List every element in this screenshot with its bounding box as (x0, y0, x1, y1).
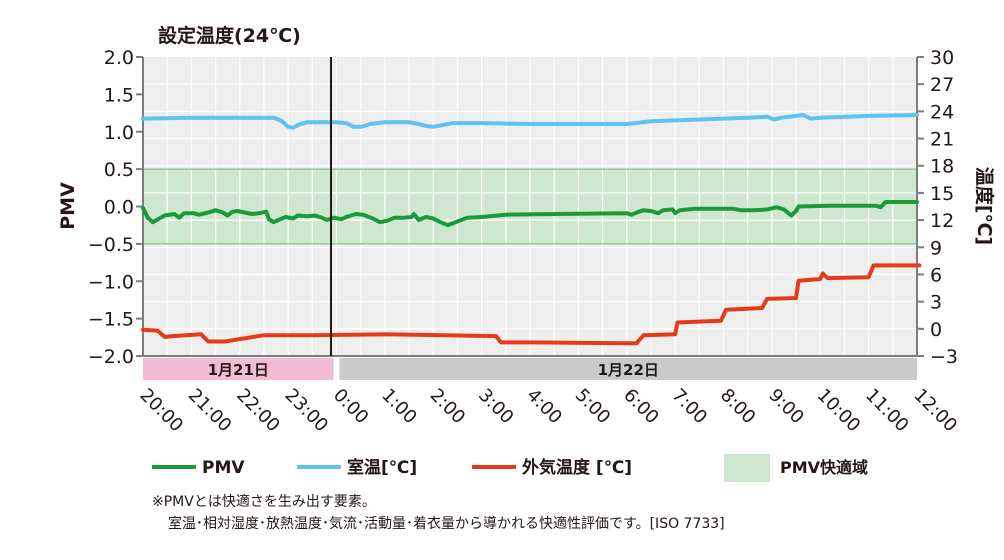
x-tick-label: 12:00 (909, 385, 961, 437)
series-layer (141, 113, 922, 346)
x-tick-label: 5:00 (571, 385, 614, 428)
legend-label-outdoor-temp: 外気温度 [℃] (522, 457, 632, 478)
x-tick-label: 9:00 (764, 385, 807, 428)
setpoint-annotation: 設定温度(24℃) (158, 24, 301, 47)
legend-label-room-temp: 室温[℃] (347, 457, 417, 478)
date-band-label: 1月22日 (598, 361, 659, 379)
right-tick-label: 27 (930, 74, 954, 96)
left-tick-label: −2.0 (88, 346, 134, 368)
x-tick-label: 6:00 (619, 385, 662, 428)
left-tick-label: −0.5 (88, 234, 134, 256)
right-tick-label: 21 (930, 129, 954, 151)
x-tick-label: 1:00 (377, 385, 420, 428)
x-tick-label: 11:00 (861, 385, 913, 437)
left-tick-label: 0.5 (104, 159, 134, 181)
right-tick-label: 12 (930, 210, 954, 232)
date-bands: 1月21日 1月22日 (143, 358, 917, 380)
x-tick-label: 7:00 (668, 385, 711, 428)
x-tick-label: 23:00 (281, 385, 333, 437)
legend-label-pmv: PMV (202, 458, 245, 478)
left-tick-label: −1.0 (88, 271, 134, 293)
x-tick-label: 22:00 (232, 385, 284, 437)
y-axis-left-label: PMV (57, 182, 79, 230)
date-band (339, 358, 917, 380)
left-axis-ticks: 2.0 1.5 1.0 0.5 0.0 −0.5 −1.0 −1.5 −2.0 (88, 47, 143, 368)
left-tick-label: 0.0 (104, 197, 134, 219)
x-tick-label: 8:00 (716, 385, 759, 428)
footnote-line-1: ※PMVとは快適さを生み出す要素。 (152, 494, 376, 510)
legend-swatch-comfort-band (724, 454, 770, 482)
x-tick-label: 3:00 (474, 385, 517, 428)
left-tick-label: 1.0 (104, 122, 134, 144)
grid-horizontal (143, 83, 917, 330)
date-band (143, 358, 334, 380)
right-tick-label: 0 (930, 319, 942, 341)
grid-vertical (166, 57, 894, 356)
right-tick-label: 30 (930, 47, 954, 69)
legend-label-comfort-band: PMV快適域 (780, 458, 868, 477)
left-tick-label: −1.5 (88, 309, 134, 331)
series-line-2 (141, 263, 922, 346)
footnote-line-2: 室温･相対湿度･放熱温度･気流･活動量･着衣量から導かれる快適性評価です。[IS… (168, 516, 725, 532)
left-tick-label: 2.0 (104, 47, 134, 69)
x-tick-label: 2:00 (426, 385, 469, 428)
y-axis-right-label: 温度[℃] (973, 167, 996, 245)
left-tick-label: 1.5 (104, 84, 134, 106)
legend: PMV 室温[℃] 外気温度 [℃] PMV快適域 (152, 454, 868, 482)
right-tick-label: 24 (930, 101, 954, 123)
x-tick-label: 0:00 (329, 385, 372, 428)
series-line-1 (141, 113, 919, 130)
x-tick-label: 4:00 (522, 385, 565, 428)
date-band-label: 1月21日 (208, 361, 269, 379)
right-tick-label: 15 (930, 183, 954, 205)
x-tick-label: 10:00 (813, 385, 865, 437)
right-tick-label: 18 (930, 156, 954, 178)
series-line-0 (141, 200, 919, 228)
x-tick-label: 21:00 (184, 385, 236, 437)
x-tick-label: 20:00 (135, 385, 187, 437)
right-tick-label: 3 (930, 292, 942, 314)
right-tick-label: −3 (930, 346, 958, 368)
right-tick-label: 6 (930, 264, 942, 286)
right-tick-label: 9 (930, 237, 942, 259)
